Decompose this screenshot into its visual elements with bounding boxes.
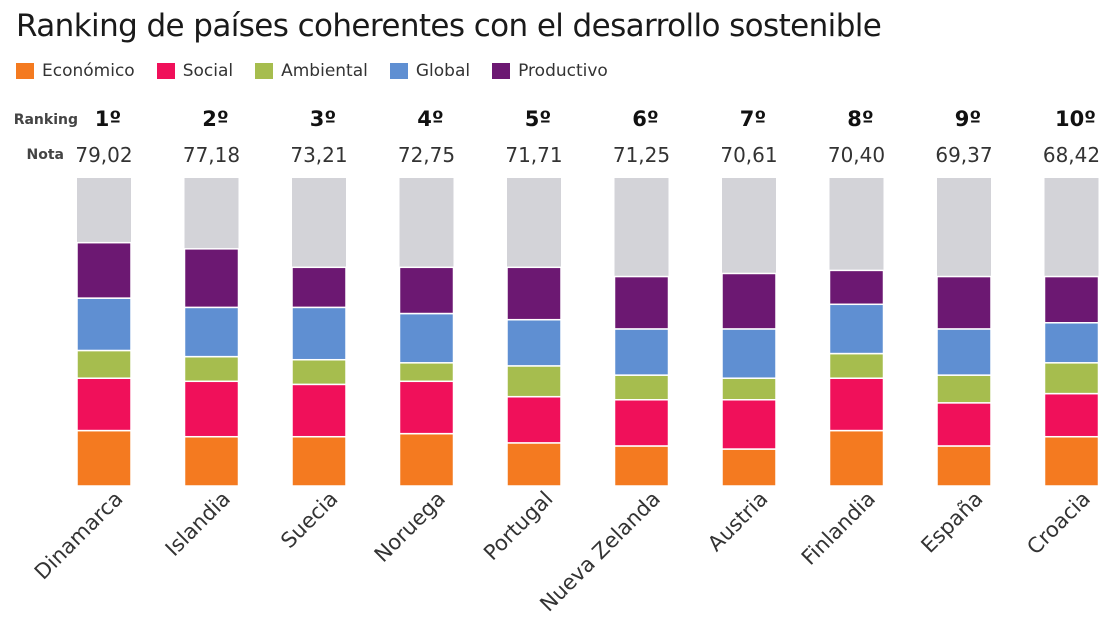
bar-segment-productivo [936,275,992,330]
category-label: Suecia [276,487,342,553]
bar-segment-global [398,312,455,364]
category-label: Islandia [161,487,235,561]
rank-label: 7º [740,107,766,131]
bar-segment-global [613,328,670,376]
chart-title: Ranking de países coherentes con el desa… [16,8,882,44]
bar-segment-social [398,380,455,435]
legend-item: Económico [16,61,135,81]
nota-value: 79,02 [75,143,132,167]
bar-segment-productivo [613,275,670,330]
nota-value: 72,75 [398,143,455,167]
legend-swatch [16,63,34,79]
bar-segment-ambiental [291,358,347,386]
bar-segment-global [828,303,885,355]
bar-segment-productivo [76,241,132,299]
bar-segment-económico [721,448,777,487]
bar-segment-productivo [183,248,240,309]
bar-segment-ambiental [398,362,455,383]
bar-segment-social [506,395,562,444]
bar-segment-social [721,399,777,450]
legend-swatch [389,63,408,79]
bar-segment-social [183,380,240,438]
bar-segment-ambiental [76,349,132,379]
bar-segment-productivo [506,266,562,321]
bar-segment-global [76,297,132,352]
bar-segment-económico [613,445,670,487]
bar-segment-económico [506,442,562,487]
nota-value: 70,40 [828,143,885,167]
bar-segment-ambiental [828,352,885,379]
rank-label: 6º [632,107,658,131]
bar-segment-económico [828,429,885,487]
legend-label: Global [415,61,471,81]
rank-label: 1º [95,107,121,131]
rank-label: 3º [310,107,336,131]
nota-value: 77,18 [183,143,240,167]
bar-segment-económico [183,435,240,487]
rank-label: 10º [1055,107,1096,131]
bar-segment-global [183,306,240,358]
nota-value: 71,71 [505,143,562,167]
ranking-row-label: Ranking [14,112,78,128]
rank-label: 4º [417,107,443,131]
rank-label: 8º [847,107,873,131]
bar-segment-económico [1043,435,1100,487]
bar-segment-productivo [828,269,885,306]
category-label: Austria [703,487,772,556]
category-label: Croacia [1022,487,1095,560]
bar-segment-global [506,318,562,367]
category-label: Dinamarca [30,487,128,585]
nota-value: 69,37 [935,143,992,167]
bar-segment-ambiental [613,374,670,401]
bar-segment-global [291,306,347,361]
legend-item: Social [156,61,234,81]
bar-segment-social [613,399,670,447]
bar-segment-social [76,377,132,432]
bar-segment-social [1043,392,1100,438]
bar-segment-económico [291,435,347,487]
bar-segment-ambiental [1043,362,1100,395]
legend-swatch [255,63,274,79]
bar-segment-global [721,328,777,379]
bar-segment-ambiental [721,377,777,401]
legend-label: Social [182,61,234,81]
bar-segment-económico [76,429,132,487]
nota-value: 73,21 [290,143,347,167]
rank-label: 5º [525,107,551,131]
legend-label: Ambiental [281,61,368,81]
bar-segment-productivo [291,266,347,309]
rank-label: 2º [202,107,228,131]
bar-segment-ambiental [183,355,240,383]
nota-value: 70,61 [720,143,777,167]
bar-segment-social [291,383,347,438]
bar-segment-ambiental [936,374,992,404]
legend-label: Productivo [518,61,608,81]
bar-segment-productivo [1043,275,1100,324]
bar-segment-productivo [721,272,777,330]
category-label: España [916,487,987,558]
bar-segment-social [936,402,992,447]
bar-segment-productivo [398,266,455,315]
legend: Económico Social Ambiental Global Productivo [16,60,630,82]
nota-value: 71,25 [613,143,670,167]
rank-label: 9º [955,107,981,131]
legend-swatch [156,63,175,79]
nota-value: 68,42 [1043,143,1100,167]
legend-item: Productivo [492,61,608,81]
bar-segment-económico [398,432,455,487]
nota-row-label: Nota [27,147,64,163]
bar-segment-ambiental [506,365,562,398]
category-label: Portugal [479,487,557,565]
legend-item: Global [389,61,471,81]
bar-segment-global [936,328,992,376]
legend-label: Económico [42,61,135,81]
bar-segment-global [1043,322,1100,364]
legend-item: Ambiental [255,61,368,81]
category-label: Noruega [370,487,450,567]
legend-swatch [492,63,511,79]
bar-segment-económico [936,445,992,487]
bar-segment-social [828,377,885,432]
category-label: Finlandia [797,487,880,570]
